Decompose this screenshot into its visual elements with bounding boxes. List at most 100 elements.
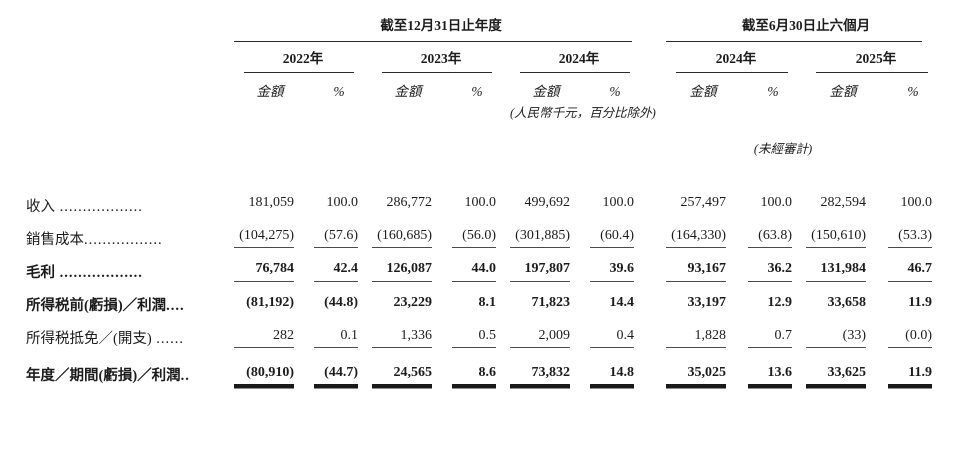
value: 44.0: [452, 261, 496, 282]
financial-summary-table: 截至12月31日止年度 截至6月30日止六個月 2022年 2023年: [26, 18, 946, 385]
value-cell: (53.3): [880, 215, 946, 249]
header-spacer-row: [26, 156, 946, 182]
value: (44.8): [324, 294, 358, 310]
value: 8.6: [452, 365, 496, 385]
value-cell: 181,059: [234, 182, 306, 215]
section-gap: [648, 120, 666, 156]
empty-cell: [234, 100, 510, 120]
amount-header: 金額: [532, 84, 560, 100]
year-2024: 2024年: [510, 42, 648, 74]
value: 0.7: [748, 328, 792, 348]
value-cell: 46.7: [880, 248, 946, 282]
value-cell: 8.1: [444, 282, 510, 315]
value: 0.4: [590, 328, 634, 348]
row-label-text: 所得税抵免／(開支): [26, 331, 152, 348]
value-cell: 13.6: [740, 348, 806, 385]
section-title-row: 截至12月31日止年度 截至6月30日止六個月: [26, 18, 946, 42]
row-label: 銷售成本.................: [26, 215, 234, 248]
year-2025: 2025年: [806, 42, 946, 74]
empty-cell: [26, 156, 946, 182]
value: (160,685): [372, 228, 432, 249]
table-row: 毛利 .................. 76,784 42.4 126,087 44…: [26, 248, 946, 282]
value: (150,610): [806, 228, 866, 249]
label-column-spacer: [26, 120, 234, 156]
value-cell: 23,229: [372, 282, 444, 315]
value-cell: 0.7: [740, 315, 806, 348]
year-2023-rule: [382, 72, 492, 74]
value-cell: 11.9: [880, 348, 946, 385]
section-gap: [648, 282, 666, 315]
value: 71,823: [531, 294, 571, 310]
section-interim: 截至6月30日止六個月: [666, 18, 946, 42]
value: (53.3): [888, 228, 932, 249]
value-cell: (150,610): [806, 215, 880, 249]
section-interim-title: 截至6月30日止六個月: [741, 18, 871, 33]
value: 181,059: [248, 195, 295, 211]
value: 11.9: [888, 365, 932, 385]
value-cell: 14.8: [582, 348, 648, 385]
section-gap: [648, 182, 666, 215]
value-cell: 76,784: [234, 248, 306, 282]
value: 42.4: [314, 261, 358, 282]
section-gap: [648, 315, 666, 348]
amount-header: 金額: [256, 84, 284, 100]
value: 93,167: [666, 261, 726, 282]
value-cell: (0.0): [880, 315, 946, 348]
value: (33): [806, 328, 866, 348]
value: 100.0: [900, 195, 933, 211]
value: (60.4): [590, 228, 634, 249]
row-label-text: 年度／期間(虧損)／利潤: [26, 368, 181, 385]
value: 1,336: [372, 328, 432, 348]
subheader-row: 金額 % 金額 % 金額 % 金額 % 金額 %: [26, 73, 946, 100]
section-gap: [648, 348, 666, 385]
value: 131,984: [806, 261, 866, 282]
value-cell: 73,832: [510, 348, 582, 385]
value: 100.0: [760, 195, 793, 211]
value-cell: 93,167: [666, 248, 740, 282]
value-cell: 282: [234, 315, 306, 348]
value-cell: (56.0): [444, 215, 510, 249]
unaudited-note-row: (未經審計): [26, 120, 946, 156]
value: (44.7): [314, 365, 358, 385]
value-cell: (60.4): [582, 215, 648, 249]
row-label: 毛利 ..................: [26, 248, 234, 281]
value-cell: 100.0: [740, 182, 806, 215]
row-label-text: 收入: [26, 198, 55, 215]
value-cell: (44.8): [306, 282, 372, 315]
value: 100.0: [602, 195, 635, 211]
percent-header: %: [471, 84, 483, 100]
table-row: 所得税前(虧損)／利潤.... (81,192) (44.8) 23,229 8.1 71…: [26, 282, 946, 315]
year-row: 2022年 2023年 2024年 2024年 2025年: [26, 42, 946, 74]
value-cell: (104,275): [234, 215, 306, 249]
section-annual: 截至12月31日止年度: [234, 18, 648, 42]
value-cell: 12.9: [740, 282, 806, 315]
row-label: 年度／期間(虧損)／利潤..: [26, 348, 234, 385]
value-cell: (160,685): [372, 215, 444, 249]
value: 33,625: [806, 365, 866, 385]
section-gap: [648, 215, 666, 248]
value: (0.0): [888, 328, 932, 348]
value: (80,910): [234, 365, 294, 385]
value-cell: 8.6: [444, 348, 510, 385]
section-annual-rule: [234, 40, 632, 42]
value: (104,275): [234, 228, 294, 249]
row-label-text: 毛利: [26, 264, 55, 281]
value: 0.5: [452, 328, 496, 348]
amount-header: 金額: [689, 84, 717, 100]
value-cell: 33,625: [806, 348, 880, 385]
year-2022: 2022年: [234, 42, 372, 74]
value-cell: (164,330): [666, 215, 740, 249]
section-gap: [648, 18, 666, 42]
value-cell: 44.0: [444, 248, 510, 282]
label-column-spacer: [26, 100, 234, 120]
leader-dots: .................: [84, 231, 163, 248]
value-cell: (44.7): [306, 348, 372, 385]
value-cell: 1,336: [372, 315, 444, 348]
value: 35,025: [666, 365, 726, 385]
value-cell: 257,497: [666, 182, 740, 215]
table-row: 年度／期間(虧損)／利潤.. (80,910) (44.7) 24,565 8.6 73,…: [26, 348, 946, 385]
value: 8.1: [478, 294, 497, 310]
value: 100.0: [326, 195, 359, 211]
value-cell: 100.0: [444, 182, 510, 215]
value: 126,087: [372, 261, 432, 282]
